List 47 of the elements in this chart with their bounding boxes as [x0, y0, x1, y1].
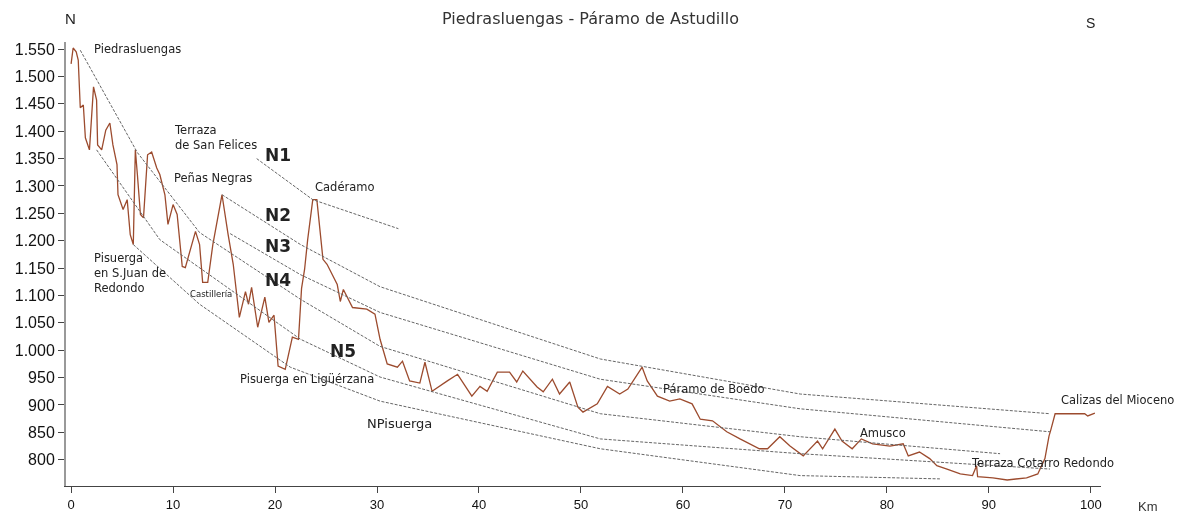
- y-tick-label: 1.100: [14, 287, 55, 305]
- chart-title: Piedrasluengas - Páramo de Astudillo: [442, 9, 739, 29]
- x-axis-title: Km: [1138, 499, 1158, 514]
- x-tick-label: 80: [879, 496, 895, 512]
- y-tick-label: 800: [28, 451, 55, 469]
- x-tick-label: 10: [165, 496, 181, 512]
- annotation: Cadéramo: [315, 180, 375, 194]
- y-tick-label: 1.550: [14, 40, 55, 58]
- x-tick-label: 20: [267, 496, 283, 512]
- y-tick-label: 1.250: [14, 204, 55, 222]
- annotation: N5: [330, 341, 357, 361]
- y-tick-label: 850: [28, 423, 55, 441]
- annotation: Pisuerga en S.Juan de Redondo: [94, 251, 167, 295]
- x-tick-label: 100: [1079, 496, 1102, 512]
- y-tick-label: 1.450: [14, 95, 55, 113]
- annotation: Amusco: [860, 426, 906, 440]
- x-tick-label: 40: [471, 496, 487, 512]
- annotation: Peñas Negras: [174, 171, 253, 185]
- text: S: [1086, 15, 1096, 31]
- annotation: NPisuerga: [367, 416, 433, 431]
- x-tick-label: 0: [67, 496, 75, 512]
- text: N: [65, 10, 76, 27]
- y-tick-label: 1.000: [14, 341, 55, 359]
- y-tick-label: 1.500: [14, 68, 55, 86]
- x-tick-label: 70: [777, 496, 793, 512]
- annotation: Piedrasluengas: [94, 42, 182, 56]
- x-tick-label: 60: [675, 496, 691, 512]
- y-tick-label: 1.200: [14, 232, 55, 250]
- annotation: N4: [265, 270, 292, 290]
- x-tick-label: 90: [981, 496, 997, 512]
- annotation: N1: [265, 145, 292, 165]
- x-tick-label: 30: [369, 496, 385, 512]
- y-tick-label: 950: [28, 369, 55, 387]
- y-tick-label: 1.050: [14, 314, 55, 332]
- y-tick-label: 900: [28, 396, 55, 414]
- annotation: N3: [265, 236, 292, 256]
- x-tick-label: 50: [573, 496, 589, 512]
- annotation: N2: [265, 205, 292, 225]
- y-tick-label: 1.300: [14, 177, 55, 195]
- annotation: Pisuerga en Ligüérzana: [240, 372, 375, 386]
- y-tick-label: 1.350: [14, 150, 55, 168]
- annotation: Terraza de San Felices: [174, 123, 258, 152]
- annotation: Calizas del Mioceno: [1061, 393, 1175, 407]
- annotation: Páramo de Boedo: [663, 382, 765, 396]
- y-tick-label: 1.400: [14, 122, 55, 140]
- annotation: Castillería: [190, 289, 233, 299]
- y-tick-label: 1.150: [14, 259, 55, 277]
